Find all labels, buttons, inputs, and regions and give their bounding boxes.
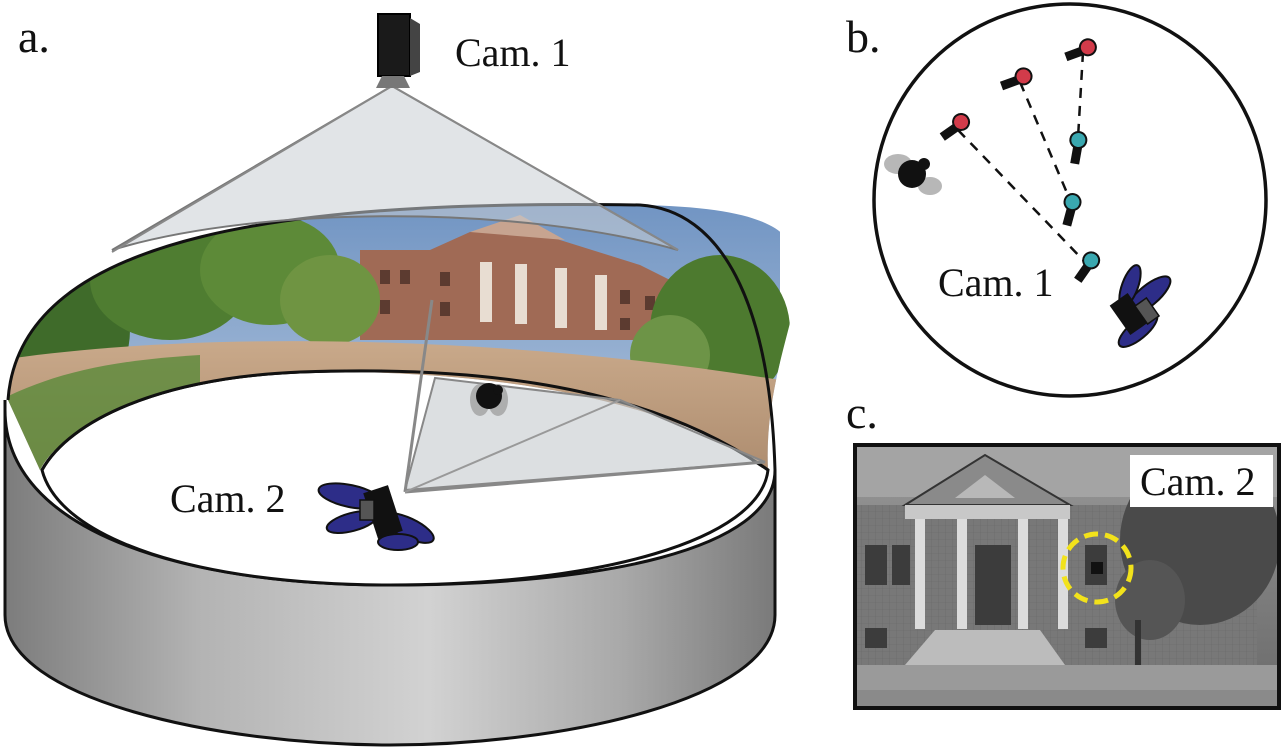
panel-c-letter: c. [846,387,878,438]
target-position-markers [939,38,1097,141]
panel-b-cam1-label: Cam. 1 [938,260,1054,305]
panel-b-letter: b. [846,11,881,62]
target-fly-marker [1091,562,1103,574]
cam2-label: Cam. 2 [170,476,286,521]
panel-b: b. [846,2,1268,398]
arena-inner-rim [40,369,769,472]
panel-c-frame [853,443,1281,710]
panel-b-pursuer-insect-icon [1109,264,1172,348]
cam1-label: Cam. 1 [455,30,571,75]
cam2-insect-icon [317,482,435,551]
panel-a: a. [3,11,790,747]
panel-a-letter: a. [18,11,50,62]
panel-c: c. [846,387,1281,710]
cam1-projection-cone [111,84,679,251]
camera-1-icon [376,13,420,88]
panel-c-label-box [1130,455,1273,507]
panel-c-cam2-label: Cam. 2 [1140,459,1256,504]
pursuer-position-markers [1062,131,1101,283]
panel-b-target-fly-icon [884,154,942,195]
target-highlight-circle [1060,531,1134,605]
target-fly-icon [470,383,508,416]
trajectory-lines [957,51,1086,263]
